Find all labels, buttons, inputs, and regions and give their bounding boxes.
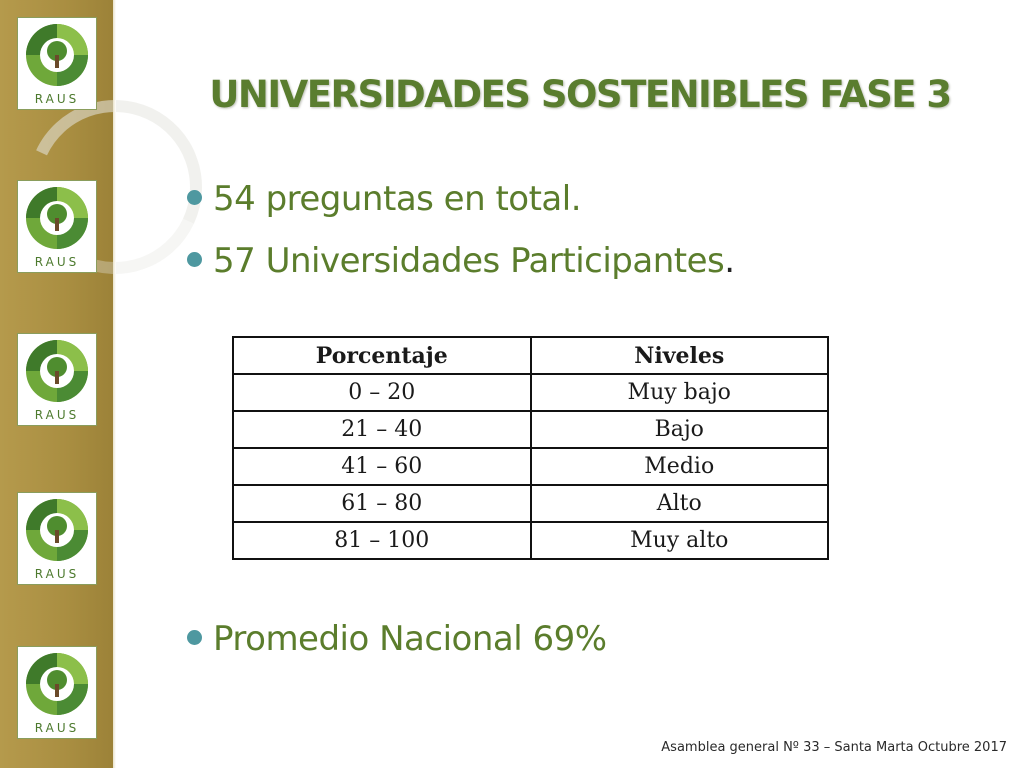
cell-nivel: Medio — [529, 447, 829, 486]
cell-porcentaje: 0 – 20 — [232, 373, 532, 412]
levels-table: Porcentaje Niveles 0 – 20 Muy bajo 21 – … — [232, 336, 829, 560]
logo-label: RAUS — [34, 92, 80, 106]
raus-logo: RAUS — [17, 492, 97, 585]
raus-logo: RAUS — [17, 17, 97, 110]
bullet-text: Promedio Nacional 69% — [213, 619, 607, 659]
logo-label: RAUS — [34, 567, 80, 581]
logo-label: RAUS — [34, 408, 80, 422]
bullet-item: 57 Universidades Participantes. — [187, 241, 735, 281]
tree-puzzle-icon — [26, 24, 88, 86]
tree-puzzle-icon — [26, 499, 88, 561]
logo-label: RAUS — [34, 721, 80, 735]
tree-puzzle-icon — [26, 187, 88, 249]
bullet-item: Promedio Nacional 69% — [187, 619, 607, 659]
cell-porcentaje: 81 – 100 — [232, 521, 532, 560]
cell-nivel: Bajo — [529, 410, 829, 449]
header-niveles: Niveles — [529, 336, 829, 375]
header-porcentaje: Porcentaje — [232, 336, 532, 375]
slide-footer: Asamblea general Nº 33 – Santa Marta Oct… — [661, 740, 1007, 755]
slide-title: UNIVERSIDADES SOSTENIBLES FASE 3 — [209, 73, 952, 116]
logo-label: RAUS — [34, 255, 80, 269]
raus-logo: RAUS — [17, 646, 97, 739]
table-row: 21 – 40 Bajo — [232, 410, 829, 449]
table-row: 81 – 100 Muy alto — [232, 521, 829, 560]
tree-puzzle-icon — [26, 340, 88, 402]
cell-porcentaje: 41 – 60 — [232, 447, 532, 486]
raus-logo: RAUS — [17, 180, 97, 273]
raus-logo: RAUS — [17, 333, 97, 426]
bullet-text: 57 Universidades Participantes — [213, 241, 725, 281]
cell-nivel: Muy alto — [529, 521, 829, 560]
bullet-item: 54 preguntas en total. — [187, 179, 582, 219]
bullet-dot-icon — [187, 190, 202, 205]
bullet-dot-icon — [187, 630, 202, 645]
table-row: 41 – 60 Medio — [232, 447, 829, 486]
table-header-row: Porcentaje Niveles — [232, 336, 829, 375]
bullet-text: 54 preguntas en total. — [213, 179, 582, 219]
cell-porcentaje: 61 – 80 — [232, 484, 532, 523]
cell-nivel: Alto — [529, 484, 829, 523]
bullet-period: . — [724, 241, 735, 281]
cell-nivel: Muy bajo — [529, 373, 829, 412]
table-row: 0 – 20 Muy bajo — [232, 373, 829, 412]
sidebar-edge — [113, 0, 116, 768]
bullet-dot-icon — [187, 252, 202, 267]
table-row: 61 – 80 Alto — [232, 484, 829, 523]
cell-porcentaje: 21 – 40 — [232, 410, 532, 449]
tree-puzzle-icon — [26, 653, 88, 715]
